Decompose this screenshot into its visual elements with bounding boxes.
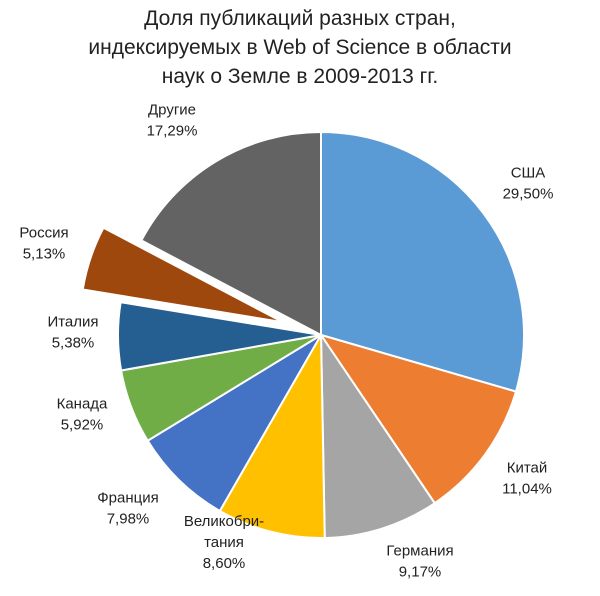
slice-name-1: США — [511, 165, 546, 182]
slice-name-5: Франция — [97, 490, 158, 507]
slice-name-6: Канада — [57, 396, 108, 413]
slice-name-2: Китай — [507, 460, 548, 477]
slice-value-1: 29,50% — [503, 186, 554, 203]
slice-name-8: Россия — [19, 225, 68, 242]
slice-label-5: Франция 7,98% — [97, 490, 158, 528]
slice-value-2: 11,04% — [502, 481, 552, 498]
slice-name-4: Великобри- — [184, 513, 264, 530]
slice-value-4: 8,60% — [203, 555, 246, 572]
slice-value-5: 7,98% — [107, 511, 150, 528]
slice-label-3: Германия 9,17% — [386, 543, 453, 581]
slice-label-2: Китай 11,04% — [502, 460, 552, 498]
slice-label-1: США 29,50% — [503, 165, 554, 203]
slice-label-4: Великобри-тания 8,60% — [184, 513, 264, 572]
slice-name-4: тания — [204, 534, 244, 551]
slice-value-6: 5,92% — [61, 417, 104, 434]
slice-label-9: Другие 17,29% — [147, 102, 198, 140]
slice-name-7: Италия — [47, 314, 98, 331]
slice-value-7: 5,38% — [52, 335, 95, 352]
slice-name-3: Германия — [386, 543, 453, 560]
slice-label-7: Италия 5,38% — [47, 314, 98, 352]
slice-value-3: 9,17% — [399, 564, 442, 581]
slice-value-8: 5,13% — [23, 246, 66, 263]
slice-label-8: Россия 5,13% — [19, 225, 68, 263]
slice-label-6: Канада 5,92% — [57, 396, 108, 434]
slice-value-9: 17,29% — [147, 123, 198, 140]
slice-name-9: Другие — [148, 102, 196, 119]
